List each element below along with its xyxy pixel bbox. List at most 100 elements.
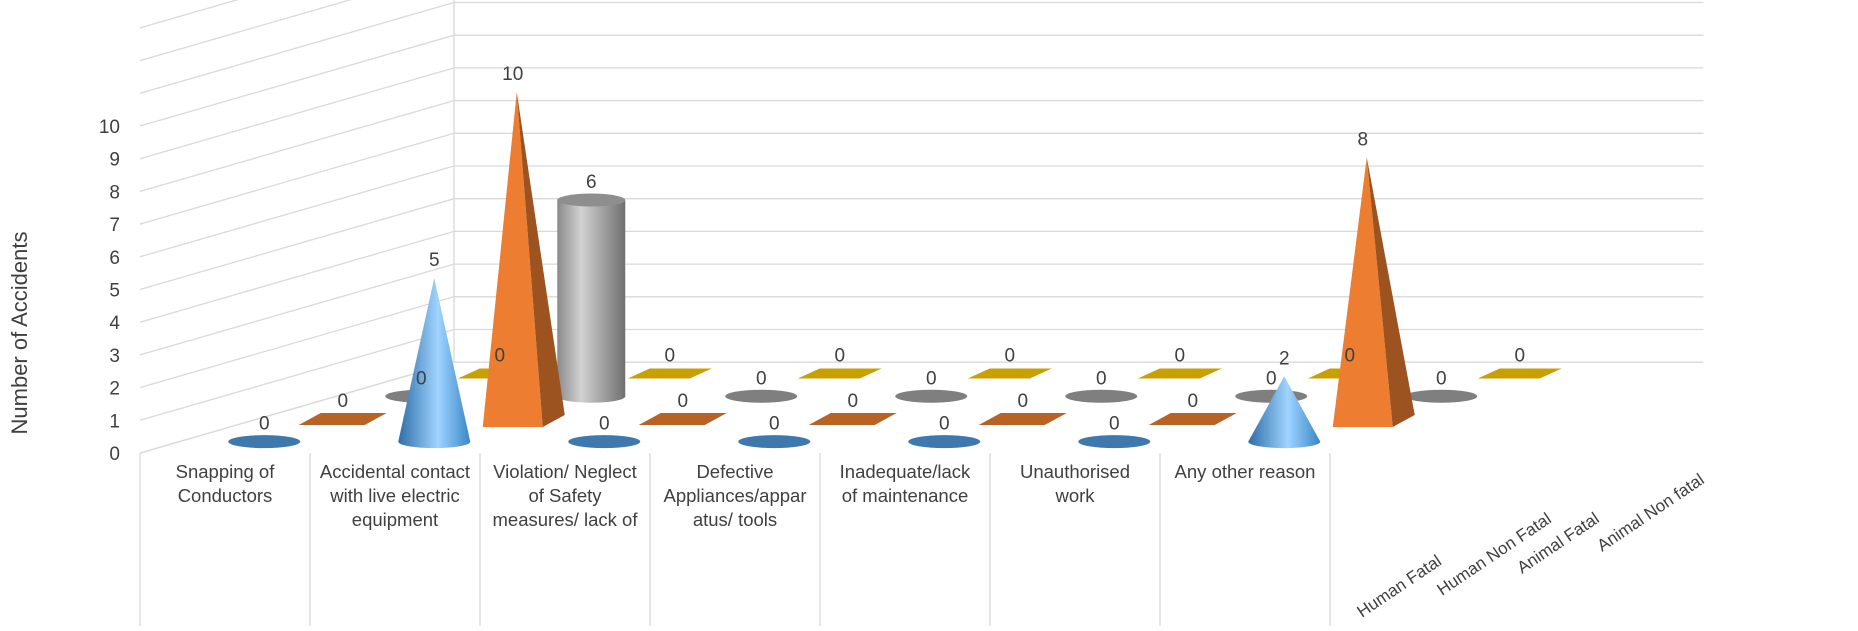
data-label: 2 — [1279, 348, 1290, 369]
gridline — [139, 328, 1704, 421]
gridline — [139, 230, 1704, 323]
y-tick-label: 1 — [109, 411, 120, 432]
bar-pyramid — [978, 412, 1067, 425]
data-label: 0 — [1004, 346, 1015, 367]
gridline — [139, 132, 1704, 225]
gridline — [139, 67, 1704, 160]
labels: 0 0 0 0 0 0 0 0 6 0 0 0 0 0 0 10 0 0 0 0 8 0 5 0 0 0 0 2 — [259, 64, 1525, 435]
category-label: Accidental contact — [320, 461, 470, 482]
y-axis-title: Number of Accidents — [7, 232, 32, 435]
bar-flat — [797, 368, 882, 379]
data-label: 0 — [1436, 368, 1447, 389]
bar-flat — [1477, 368, 1562, 379]
bar-flat — [895, 389, 968, 403]
gridline — [139, 0, 352, 62]
bar-flat — [908, 435, 981, 449]
category-label: Defective — [696, 461, 773, 482]
bar-cylinder — [1405, 389, 1478, 403]
category-label: Inadequate/lack — [840, 461, 971, 482]
bar-flat — [568, 435, 641, 449]
bar-cylinder — [725, 389, 798, 403]
bar-flat — [1137, 368, 1222, 379]
gridline — [139, 263, 1704, 356]
data-label: 0 — [926, 368, 937, 389]
bar-cone — [398, 278, 471, 449]
category-label: Violation/ Neglect — [493, 461, 637, 482]
bar-pyramid — [1332, 157, 1415, 427]
pyramid-side — [1366, 157, 1415, 427]
category-label: equipment — [352, 509, 438, 530]
bar-cone — [738, 435, 811, 449]
bar-cone — [1078, 435, 1151, 449]
data-label: 0 — [939, 414, 950, 435]
category-label: of Safety — [528, 485, 602, 506]
data-label: 0 — [756, 368, 767, 389]
bar-flat — [725, 389, 798, 403]
y-tick-label: 8 — [109, 182, 120, 203]
bar-flat — [1148, 412, 1237, 425]
data-label: 0 — [259, 414, 270, 435]
gridlines — [139, 0, 1704, 454]
gridline — [139, 0, 239, 29]
bar-box — [1137, 368, 1222, 379]
cylinder-body — [557, 200, 626, 403]
bar-flat — [1078, 435, 1151, 449]
gridline — [139, 1, 1704, 94]
series-axis-label: Human Fatal — [1354, 551, 1445, 621]
data-label: 0 — [599, 414, 610, 435]
data-label: 0 — [1344, 346, 1355, 367]
y-tick-label: 10 — [99, 117, 120, 138]
y-tick-label: 0 — [109, 444, 120, 465]
y-tick-label: 6 — [109, 248, 120, 269]
y-tick-label: 5 — [109, 281, 120, 302]
bar-flat — [1405, 389, 1478, 403]
category-label: Conductors — [178, 485, 273, 506]
data-label: 0 — [1187, 391, 1198, 412]
category-label: atus/ tools — [693, 509, 777, 530]
bar-flat — [627, 368, 712, 379]
data-label: 0 — [494, 346, 505, 367]
bar-pyramid — [1148, 412, 1237, 425]
gridline — [139, 198, 1704, 291]
data-label: 0 — [1096, 368, 1107, 389]
bar-flat — [1065, 389, 1138, 403]
bar-flat — [228, 435, 301, 449]
bar-cylinder — [1065, 389, 1138, 403]
data-label: 0 — [337, 391, 348, 412]
bar-cone — [908, 435, 981, 449]
bar-pyramid — [298, 412, 387, 425]
y-tick-label: 2 — [109, 379, 120, 400]
y-tick-label: 4 — [109, 313, 120, 334]
series-axis-label: Animal Non fatal — [1594, 470, 1708, 556]
data-label: 0 — [664, 346, 675, 367]
bar-flat — [638, 412, 727, 425]
bar-pyramid — [482, 91, 565, 427]
data-label: 0 — [677, 391, 688, 412]
gridline — [139, 34, 1704, 127]
bar-box — [627, 368, 712, 379]
data-label: 0 — [1514, 346, 1525, 367]
cone-body — [1248, 376, 1321, 449]
pyramid-front — [1332, 157, 1393, 427]
category-label: Unauthorised — [1020, 461, 1130, 482]
bar-cylinder — [557, 193, 626, 403]
bar-flat — [978, 412, 1067, 425]
pyramid-front — [482, 91, 543, 427]
data-label: 0 — [834, 346, 845, 367]
data-label: 10 — [502, 64, 523, 85]
y-tick-label: 9 — [109, 150, 120, 171]
data-label: 0 — [847, 391, 858, 412]
bar-flat — [298, 412, 387, 425]
category-label: measures/ lack of — [493, 509, 639, 530]
cylinder-top — [557, 193, 626, 207]
data-label: 0 — [1174, 346, 1185, 367]
category-label: work — [1054, 485, 1095, 506]
bar-flat — [808, 412, 897, 425]
data-label: 0 — [1109, 414, 1120, 435]
axes: 0 1 2 3 4 5 6 7 8 9 10 Snapping of Conductors Acciden… — [99, 117, 1708, 626]
data-label: 0 — [1017, 391, 1028, 412]
pyramid-side — [516, 91, 565, 427]
category-label: Snapping of — [176, 461, 276, 482]
